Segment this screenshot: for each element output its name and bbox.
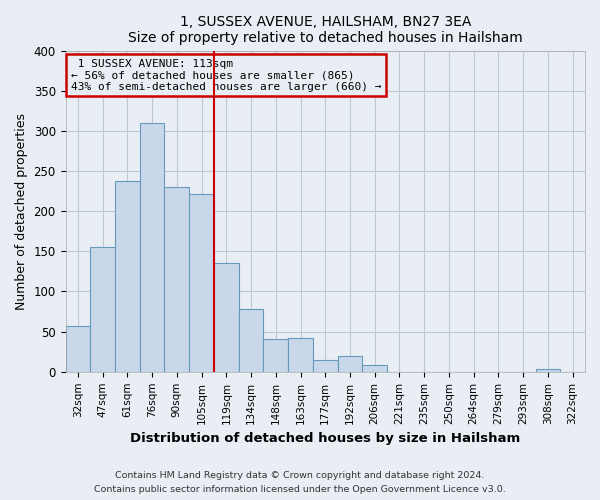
Bar bbox=[263, 339, 288, 372]
X-axis label: Distribution of detached houses by size in Hailsham: Distribution of detached houses by size … bbox=[130, 432, 520, 445]
Text: Contains public sector information licensed under the Open Government Licence v3: Contains public sector information licen… bbox=[94, 486, 506, 494]
Bar bbox=[288, 338, 313, 372]
Bar bbox=[164, 187, 189, 372]
Bar bbox=[90, 248, 115, 372]
Bar bbox=[189, 194, 214, 372]
Bar bbox=[362, 366, 387, 372]
Bar bbox=[536, 368, 560, 372]
Bar bbox=[239, 309, 263, 372]
Bar bbox=[115, 182, 140, 372]
Bar bbox=[338, 356, 362, 372]
Bar bbox=[214, 264, 239, 372]
Bar bbox=[140, 123, 164, 372]
Bar bbox=[65, 326, 90, 372]
Bar bbox=[313, 360, 338, 372]
Text: Contains HM Land Registry data © Crown copyright and database right 2024.: Contains HM Land Registry data © Crown c… bbox=[115, 470, 485, 480]
Title: 1, SUSSEX AVENUE, HAILSHAM, BN27 3EA
Size of property relative to detached house: 1, SUSSEX AVENUE, HAILSHAM, BN27 3EA Siz… bbox=[128, 15, 523, 45]
Y-axis label: Number of detached properties: Number of detached properties bbox=[15, 112, 28, 310]
Text: 1 SUSSEX AVENUE: 113sqm
← 56% of detached houses are smaller (865)
43% of semi-d: 1 SUSSEX AVENUE: 113sqm ← 56% of detache… bbox=[71, 58, 381, 92]
